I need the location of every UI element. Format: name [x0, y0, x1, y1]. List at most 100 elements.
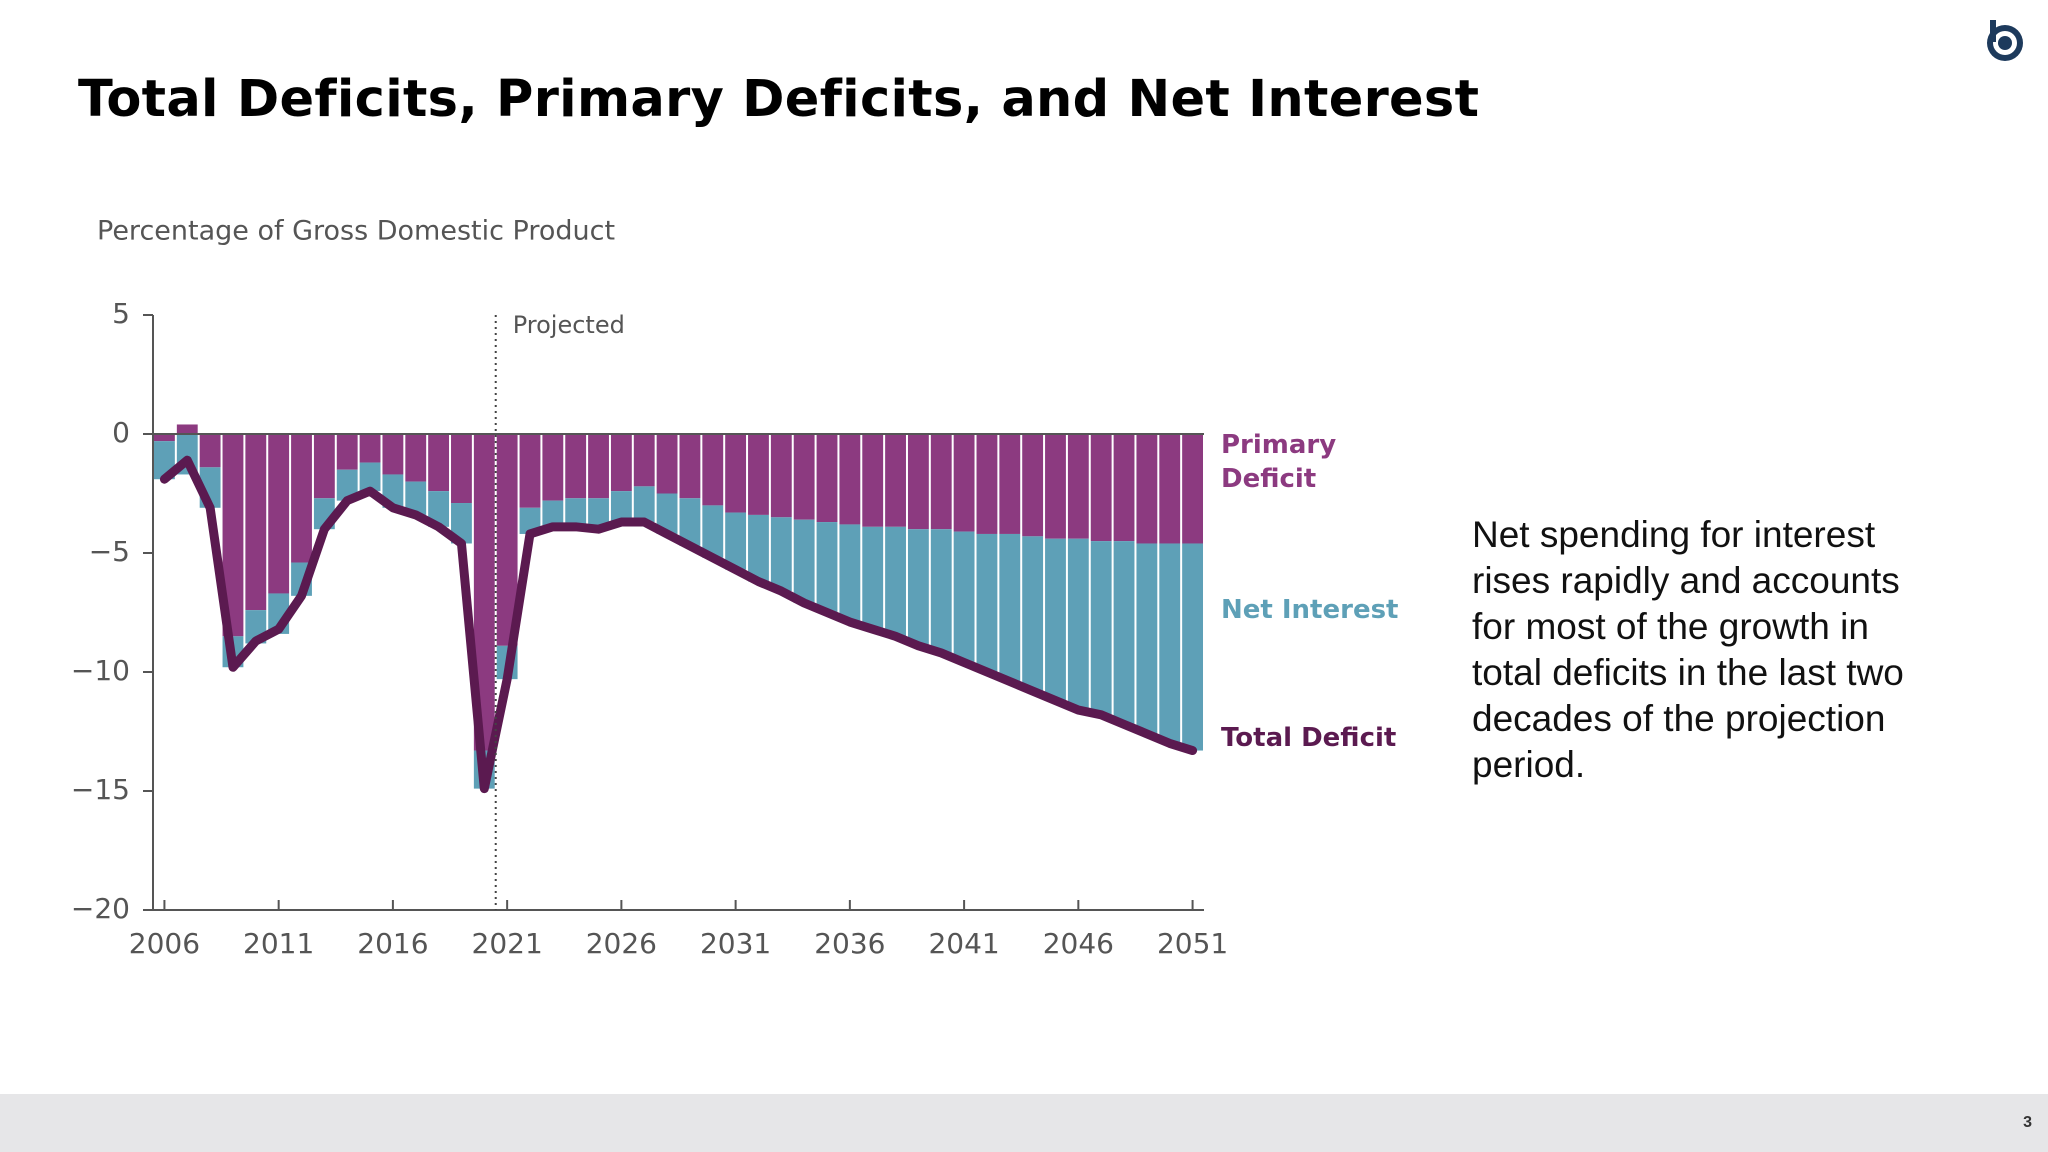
bar-segment [519, 507, 541, 534]
bar-segment [451, 434, 472, 504]
legend-label: Primary Deficit [1221, 430, 1337, 494]
bar-segment [222, 434, 244, 637]
bar-segment [1113, 434, 1135, 542]
bar-segment [1090, 434, 1112, 542]
bar-segment [1159, 434, 1181, 544]
bar-segment [1113, 541, 1135, 725]
bar-segment [679, 434, 701, 499]
bar-segment [702, 434, 724, 506]
bar-segment [930, 529, 952, 653]
bar-segment [268, 434, 290, 594]
bar-segment [428, 491, 450, 527]
page-number: 3 [2023, 1114, 2032, 1131]
bar-segment [770, 434, 792, 518]
bar-segment [930, 434, 952, 530]
bar-segment [1045, 434, 1066, 539]
bar-segment [359, 434, 381, 463]
y-tick-label: −5 [89, 535, 130, 568]
legend-label: Net Interest [1221, 595, 1399, 625]
x-tick-label: 2006 [129, 927, 200, 960]
bar-segment [291, 434, 312, 563]
bar-segment [953, 434, 975, 532]
y-tick-label: −10 [71, 654, 130, 687]
x-tick-label: 2036 [814, 927, 885, 960]
bar-segment [793, 434, 815, 520]
bar-segment [748, 514, 769, 582]
bar-segment [405, 434, 427, 482]
bar-segment [862, 434, 884, 527]
footer-bar [0, 1094, 2048, 1152]
bar-segment [1090, 541, 1112, 715]
bar-segment [656, 493, 678, 534]
bar-segment [154, 434, 175, 442]
bar-segment [770, 517, 792, 592]
x-tick-label: 2021 [472, 927, 543, 960]
x-tick-label: 2046 [1043, 927, 1114, 960]
bar-segment [999, 434, 1021, 534]
x-tick-label: 2031 [700, 927, 771, 960]
bar-segment [610, 434, 632, 492]
legend-label: Total Deficit [1221, 723, 1397, 753]
bar-segment [542, 434, 564, 501]
bar-segment [816, 522, 838, 613]
y-tick-label: 5 [112, 297, 130, 330]
y-tick-label: −20 [71, 892, 130, 925]
bar-segment [725, 512, 747, 570]
total-line [159, 455, 1198, 794]
bar-segment [839, 524, 861, 623]
bar-segment [1136, 434, 1158, 544]
bar-segment [245, 434, 267, 611]
bar-segment [725, 434, 747, 513]
bar-segment [588, 434, 609, 499]
bar-segment [839, 434, 861, 525]
bar-segment [885, 526, 906, 637]
logo [1987, 20, 2023, 61]
bar-segment [999, 533, 1021, 682]
bar-segment [451, 503, 472, 544]
bar-segment [313, 434, 335, 499]
bar-segment [976, 434, 998, 534]
annotation-label: Projected [513, 311, 625, 339]
x-tick-label: 2051 [1157, 927, 1228, 960]
bar-segment [1136, 543, 1158, 734]
bar-segment [1182, 434, 1203, 544]
bar-segment [496, 434, 518, 646]
bar-segment [199, 434, 221, 468]
bar-segment [473, 434, 495, 751]
bar-segment [862, 526, 884, 630]
x-tick-label: 2026 [586, 927, 657, 960]
bar-segment [702, 505, 724, 558]
bar-segment [816, 434, 838, 523]
x-tick-label: 2011 [243, 927, 314, 960]
bar-segment [382, 434, 404, 475]
bar-segment [907, 434, 929, 530]
bar-segment [793, 519, 815, 603]
bar-segment [976, 533, 998, 672]
bar-segment [1159, 543, 1181, 744]
bar-segment [542, 500, 564, 527]
bar-segment [1022, 434, 1044, 537]
bar-segment [1182, 543, 1203, 751]
bar-segment [1067, 538, 1089, 711]
bar-segment [336, 434, 358, 470]
bar-segment [405, 481, 427, 515]
bar-segment [519, 434, 541, 508]
x-tick-label: 2041 [928, 927, 999, 960]
bar-segment [748, 434, 769, 515]
bar-segment [656, 434, 678, 494]
bar-segment [1022, 536, 1044, 692]
x-tick-label: 2016 [357, 927, 428, 960]
bar-segment [565, 498, 587, 527]
bar-segment [428, 434, 450, 492]
bar-segment [679, 498, 701, 546]
y-axis-title: Percentage of Gross Domestic Product [97, 216, 615, 247]
bar-segment [633, 434, 655, 487]
bar-segment [565, 434, 587, 499]
note-text: Net spending for interest rises rapidly … [1472, 514, 1904, 785]
slide-title: Total Deficits, Primary Deficits, and Ne… [78, 70, 1480, 129]
bar-segment [588, 498, 609, 530]
bar-segment [1067, 434, 1089, 539]
bar-segment [336, 469, 358, 501]
